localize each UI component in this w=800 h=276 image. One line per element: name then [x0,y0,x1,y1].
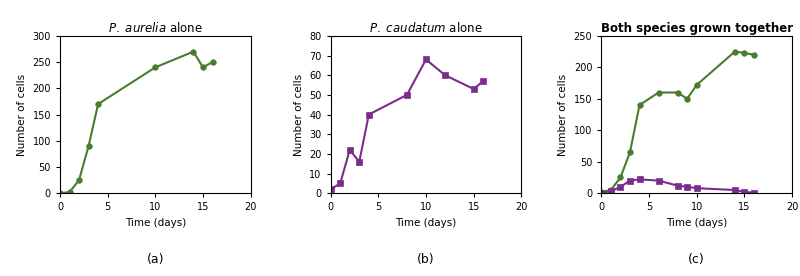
Title: Both species grown together: Both species grown together [601,22,793,35]
X-axis label: Time (days): Time (days) [395,218,457,228]
Title: $\it{P.\ caudatum}$ alone: $\it{P.\ caudatum}$ alone [369,21,483,35]
Title: $\it{P.\ aurelia}$ alone: $\it{P.\ aurelia}$ alone [108,21,202,35]
Text: (a): (a) [146,253,164,266]
X-axis label: Time (days): Time (days) [666,218,727,228]
Text: (c): (c) [688,253,705,266]
Y-axis label: Number of cells: Number of cells [558,73,568,156]
X-axis label: Time (days): Time (days) [125,218,186,228]
Text: (b): (b) [417,253,435,266]
Y-axis label: Number of cells: Number of cells [17,73,26,156]
Y-axis label: Number of cells: Number of cells [294,73,304,156]
